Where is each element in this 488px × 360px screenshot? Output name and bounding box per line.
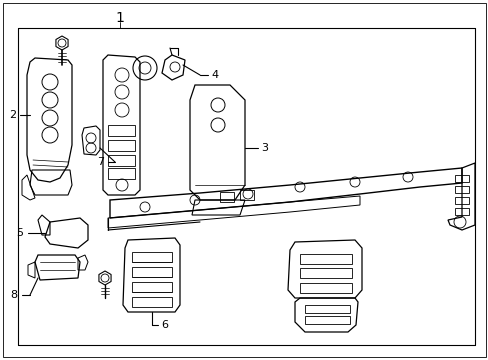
Text: 5: 5 bbox=[17, 228, 23, 238]
Bar bbox=[108, 125, 135, 136]
Bar bbox=[454, 197, 468, 204]
Text: 7: 7 bbox=[97, 157, 104, 167]
Bar bbox=[108, 155, 135, 166]
Bar bbox=[132, 297, 172, 307]
Text: 4: 4 bbox=[211, 70, 218, 80]
Bar bbox=[108, 140, 135, 151]
Bar bbox=[454, 175, 468, 182]
Bar bbox=[132, 252, 172, 262]
Bar bbox=[305, 316, 349, 324]
Text: 3: 3 bbox=[261, 143, 268, 153]
Bar bbox=[108, 168, 135, 179]
Text: 8: 8 bbox=[10, 290, 18, 300]
Text: 6: 6 bbox=[161, 320, 168, 330]
Bar bbox=[454, 208, 468, 215]
Bar bbox=[299, 283, 351, 293]
Bar bbox=[454, 186, 468, 193]
Bar bbox=[220, 192, 234, 202]
Bar bbox=[299, 268, 351, 278]
Bar bbox=[299, 254, 351, 264]
Bar bbox=[240, 190, 253, 200]
Bar bbox=[132, 282, 172, 292]
Bar bbox=[132, 267, 172, 277]
Text: 2: 2 bbox=[9, 110, 17, 120]
Bar bbox=[305, 305, 349, 313]
Text: 1: 1 bbox=[115, 11, 124, 25]
